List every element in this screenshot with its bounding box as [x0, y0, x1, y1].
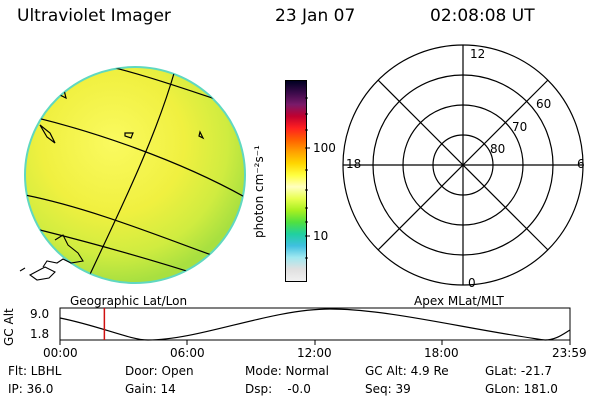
altitude-xtick-4: 23:59	[552, 346, 587, 360]
altitude-ytick-bottom: 1.8	[30, 327, 50, 341]
mlt-label-12: 12	[470, 47, 486, 61]
geographic-panel-label: Geographic Lat/Lon	[70, 294, 188, 308]
glon-status: GLon: 181.0	[485, 382, 558, 396]
lat-label-70: 70	[512, 120, 528, 134]
filter-status: Flt: LBHL	[8, 364, 62, 378]
altitude-xtick-3: 18:00	[424, 346, 459, 360]
dsp-status: Dsp: -0.0	[245, 382, 311, 396]
door-status: Door: Open	[125, 364, 194, 378]
seq-status: Seq: 39	[365, 382, 411, 396]
ip-status: IP: 36.0	[8, 382, 54, 396]
altitude-xtick-2: 12:00	[297, 346, 332, 360]
colorbar-tick-10: 10	[313, 229, 329, 243]
mlt-label-6: 6	[577, 157, 585, 171]
date-label: 23 Jan 07	[275, 6, 356, 26]
time-label: 02:08:08 UT	[430, 6, 535, 26]
colorbar-tick-100: 100	[313, 141, 336, 155]
altitude-xtick-0: 00:00	[43, 346, 78, 360]
glat-status: GLat: -21.7	[485, 364, 552, 378]
mlt-label-18: 18	[346, 157, 362, 171]
lat-label-80: 80	[490, 142, 506, 156]
color-scale-bar	[285, 80, 307, 282]
apex-panel-label: Apex MLat/MLT	[414, 294, 504, 308]
instrument-title: Ultraviolet Imager	[17, 6, 171, 26]
altitude-ytick-top: 9.0	[30, 307, 50, 321]
altitude-xtick-1: 06:00	[170, 346, 205, 360]
mlt-label-0: 0	[468, 276, 476, 290]
lat-label-60: 60	[536, 97, 552, 111]
gain-status: Gain: 14	[125, 382, 176, 396]
mode-status: Mode: Normal	[245, 364, 329, 378]
gc-alt-status: GC Alt: 4.9 Re	[365, 364, 449, 378]
